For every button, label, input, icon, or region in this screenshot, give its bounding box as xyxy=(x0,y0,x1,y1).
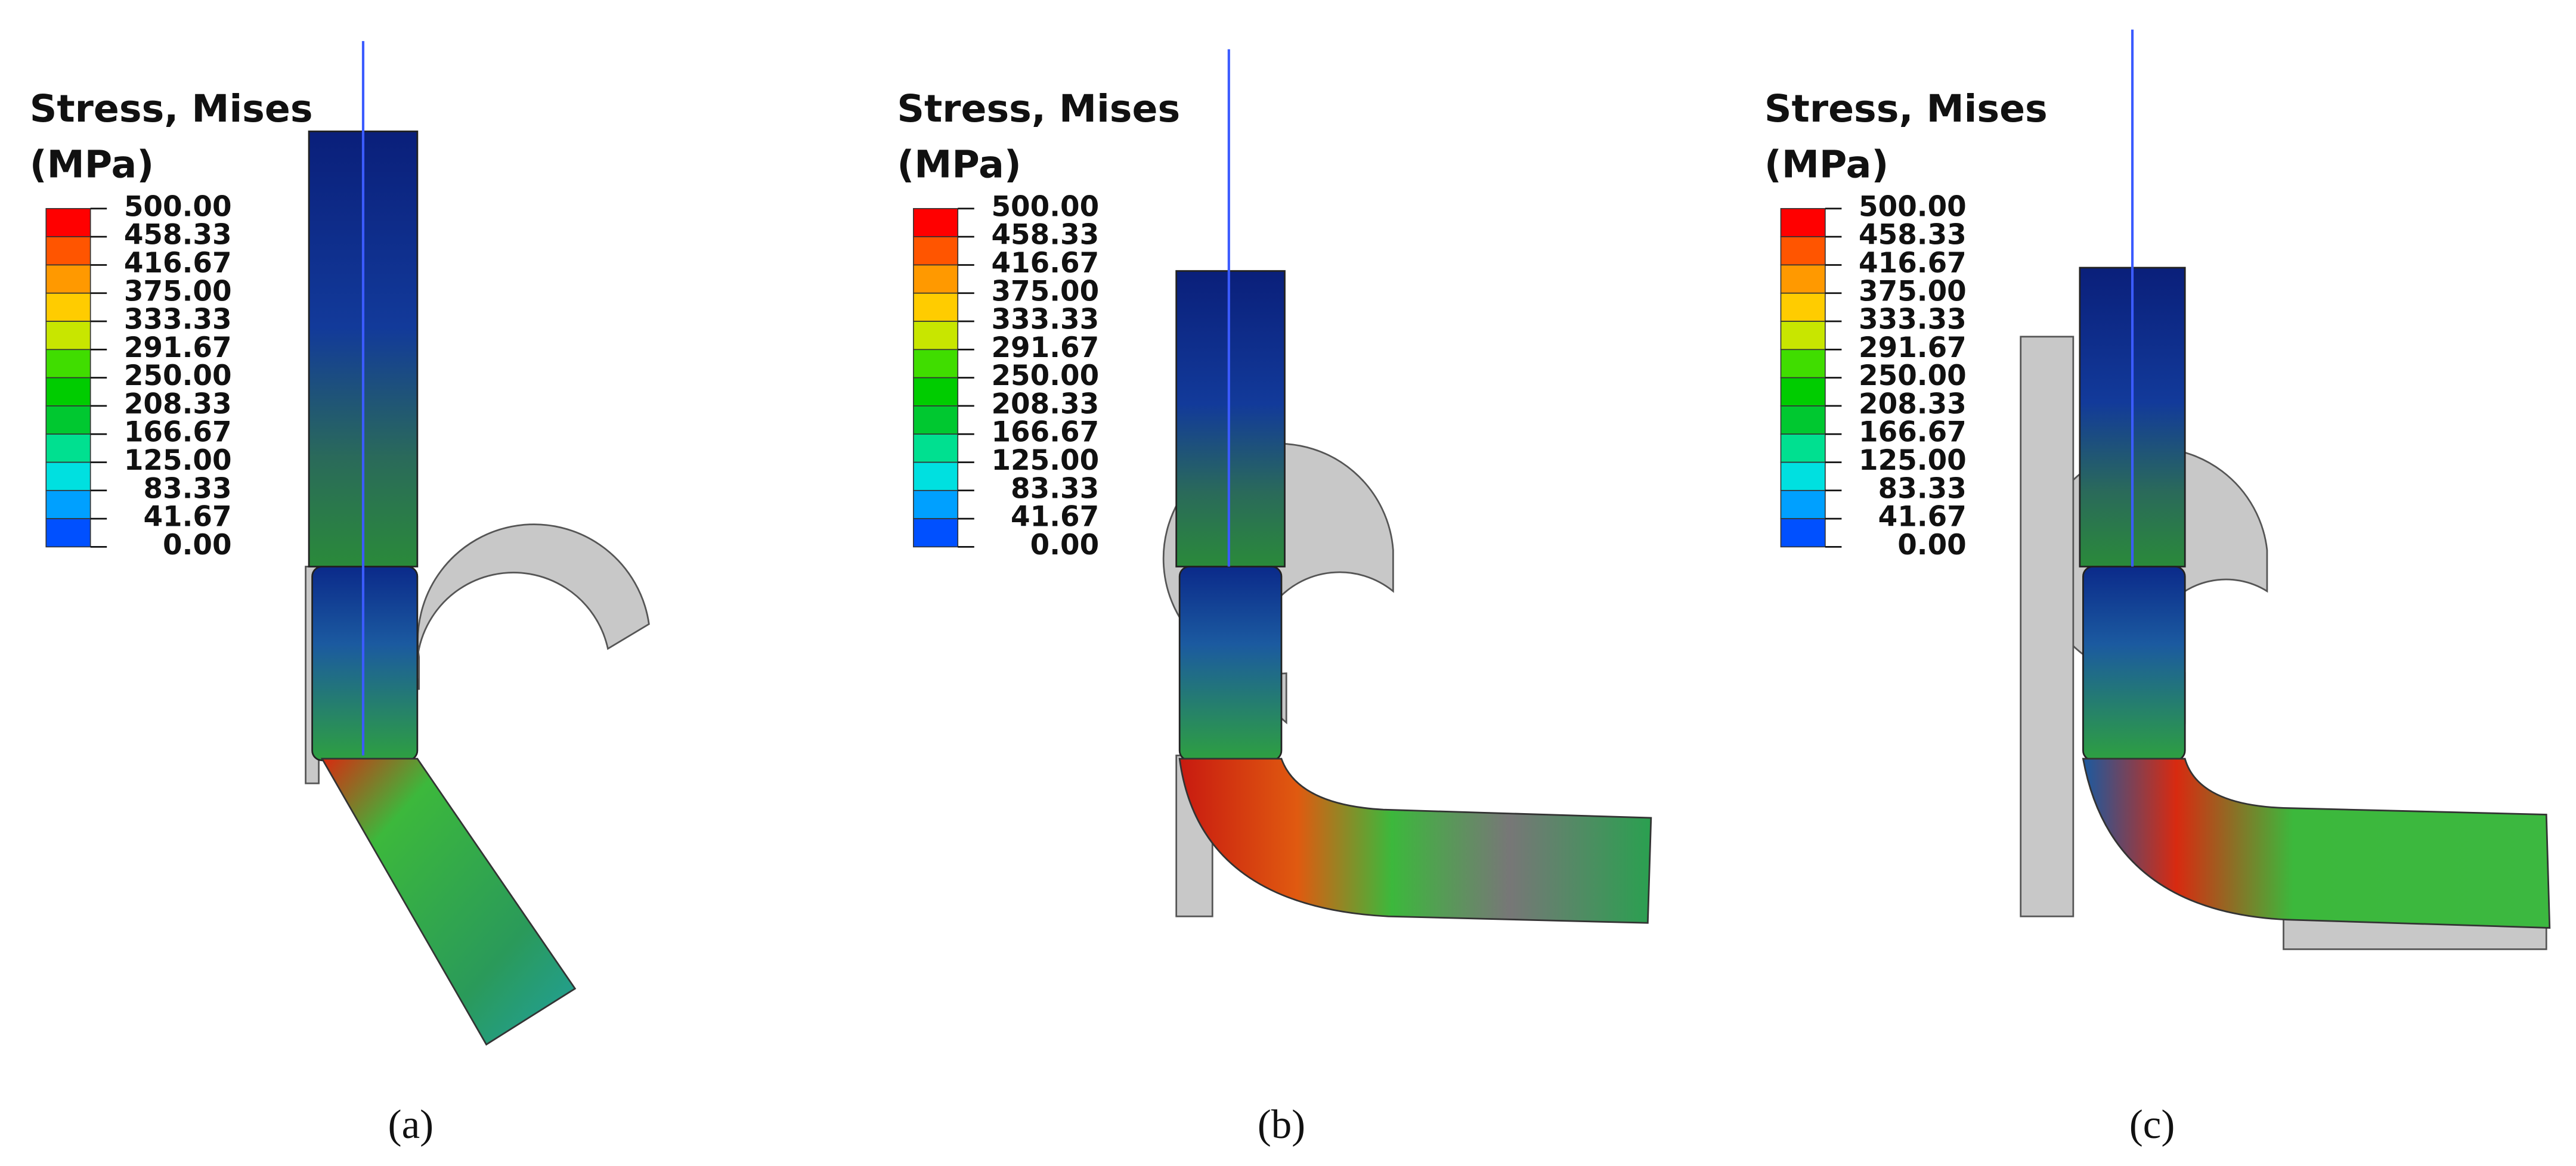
legend-swatch xyxy=(913,321,959,351)
legend-swatch xyxy=(1780,349,1826,379)
legend-swatch xyxy=(45,349,91,379)
legend-swatch xyxy=(1780,461,1826,491)
legend-title: Stress, Mises xyxy=(30,86,313,131)
legend-title: Stress, Mises xyxy=(1764,86,2048,131)
legend-swatch xyxy=(913,489,959,519)
legend-swatch xyxy=(1780,377,1826,407)
legend-swatch xyxy=(913,349,959,379)
legend-swatch xyxy=(45,208,91,237)
legend-label: 375.00 xyxy=(991,275,1099,308)
legend-label: 375.00 xyxy=(1859,275,1967,308)
legend-swatch xyxy=(913,264,959,294)
legend-label: 250.00 xyxy=(991,360,1099,392)
legend-label: 208.33 xyxy=(991,388,1099,420)
model-c xyxy=(2020,29,2551,950)
legend-title: Stress, Mises xyxy=(897,86,1180,131)
legend-swatch xyxy=(45,292,91,322)
caption: (c) xyxy=(2129,1102,2175,1147)
legend-label: 125.00 xyxy=(124,445,232,477)
legend-swatch xyxy=(1780,208,1826,237)
legend-swatch xyxy=(1780,321,1826,351)
legend-label: 125.00 xyxy=(1859,445,1967,477)
legend-swatch xyxy=(1780,405,1826,435)
legend-label: 333.33 xyxy=(1859,304,1967,336)
legend-label: 500.00 xyxy=(1859,191,1967,223)
legend-label: 0.00 xyxy=(1897,529,1967,562)
legend-label: 458.33 xyxy=(991,219,1099,252)
legend-label: 41.67 xyxy=(1011,501,1099,534)
legend-label: 458.33 xyxy=(124,219,232,252)
legend-swatch xyxy=(913,518,959,548)
legend-label: 416.67 xyxy=(991,247,1099,280)
legend-label: 208.33 xyxy=(1859,388,1967,420)
caption: (a) xyxy=(388,1102,434,1147)
legend-swatch xyxy=(45,321,91,351)
legend-swatch xyxy=(1780,292,1826,322)
legend-swatch xyxy=(45,461,91,491)
legend-swatch xyxy=(45,377,91,407)
legend-swatch xyxy=(1780,264,1826,294)
legend-swatch xyxy=(45,489,91,519)
legend-label: 166.67 xyxy=(1859,417,1967,449)
legend-label: 250.00 xyxy=(124,360,232,392)
legend-swatch xyxy=(913,377,959,407)
legend-label: 458.33 xyxy=(1859,219,1967,252)
legend-swatch xyxy=(45,236,91,266)
legend-swatch xyxy=(913,292,959,322)
legend-label: 375.00 xyxy=(124,275,232,308)
legend-label: 416.67 xyxy=(124,247,232,280)
legend-swatch xyxy=(45,405,91,435)
legend-label: 0.00 xyxy=(1030,529,1100,562)
legend-swatch xyxy=(913,405,959,435)
legend-swatch xyxy=(1780,518,1826,548)
legend-label: 500.00 xyxy=(991,191,1099,223)
legend-label: 41.67 xyxy=(143,501,231,534)
legend-label: 291.67 xyxy=(1859,332,1967,364)
legend-label: 41.67 xyxy=(1878,501,1967,534)
legend-swatch xyxy=(913,236,959,266)
caption: (b) xyxy=(1258,1102,1305,1147)
legend-label: 333.33 xyxy=(124,304,232,336)
legend-label: 83.33 xyxy=(1011,473,1099,505)
legend-swatch xyxy=(45,518,91,548)
legend-label: 416.67 xyxy=(1859,247,1967,280)
legend-label: 291.67 xyxy=(124,332,232,364)
legend-swatch xyxy=(913,433,959,463)
legend-label: 333.33 xyxy=(991,304,1099,336)
legend-unit: (MPa) xyxy=(897,142,1021,187)
legend-label: 125.00 xyxy=(991,445,1099,477)
legend-unit: (MPa) xyxy=(1764,142,1888,187)
legend-label: 208.33 xyxy=(124,388,232,420)
legend-label: 250.00 xyxy=(1859,360,1967,392)
legend-label: 500.00 xyxy=(124,191,232,223)
legend-label: 83.33 xyxy=(143,473,231,505)
legend-label: 83.33 xyxy=(1878,473,1967,505)
legend-swatch xyxy=(913,208,959,237)
legend-swatch xyxy=(913,461,959,491)
legend-label: 166.67 xyxy=(124,417,232,449)
legend-label: 0.00 xyxy=(163,529,232,562)
model-b xyxy=(1162,49,1652,924)
legend-swatch xyxy=(1780,236,1826,266)
model-a xyxy=(305,41,650,1046)
legend-swatch xyxy=(45,433,91,463)
legend-swatch xyxy=(45,264,91,294)
legend-swatch xyxy=(1780,489,1826,519)
legend-unit: (MPa) xyxy=(30,142,154,187)
legend-swatch xyxy=(1780,433,1826,463)
legend-label: 166.67 xyxy=(991,417,1099,449)
legend-label: 291.67 xyxy=(991,332,1099,364)
